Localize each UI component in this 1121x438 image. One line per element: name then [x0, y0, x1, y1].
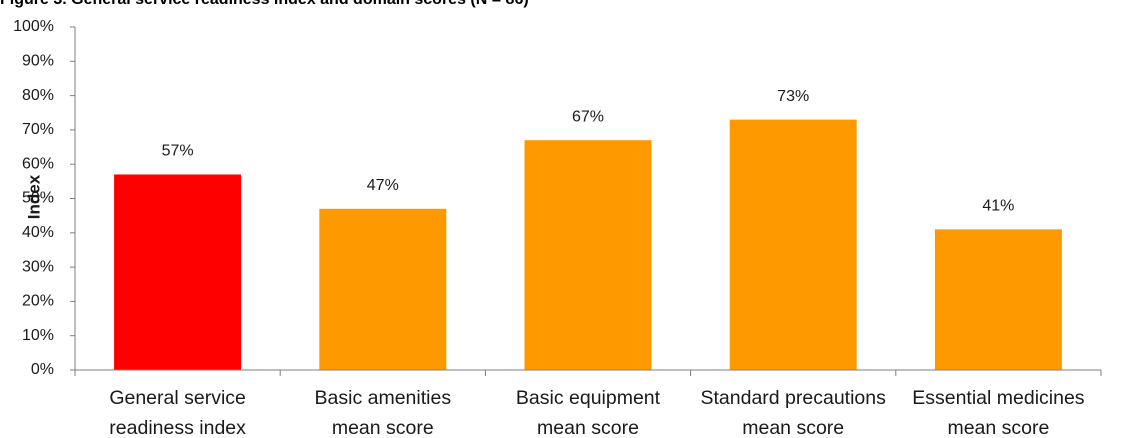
- y-tick-label: 40%: [22, 224, 54, 241]
- bar: [729, 119, 857, 370]
- y-tick-label: 10%: [22, 327, 54, 344]
- bar: [319, 208, 447, 370]
- y-tick-label: 30%: [22, 258, 54, 275]
- x-tick-label: Essential medicines mean score: [912, 387, 1085, 438]
- data-label: 47%: [367, 177, 399, 194]
- axes: [70, 26, 1102, 376]
- chart-title: Figure 3. General service readiness inde…: [0, 0, 529, 9]
- data-labels: 57% 47% 67% 73% 41%: [162, 88, 1015, 215]
- y-tick-label: 60%: [22, 155, 54, 172]
- y-tick-label: 50%: [22, 190, 54, 207]
- data-label: 41%: [982, 198, 1014, 215]
- data-label: 57%: [162, 143, 194, 160]
- bars: [114, 119, 1062, 370]
- y-axis-ticks: 0% 10% 20% 30% 40% 50% 60% 70% 80% 90% 100%: [13, 18, 54, 378]
- y-axis-title: Index: [24, 174, 43, 219]
- y-tick-label: 70%: [22, 121, 54, 138]
- x-tick-label: General service readiness index: [109, 387, 246, 438]
- y-tick-label: 100%: [13, 18, 54, 35]
- y-tick-label: 0%: [31, 361, 54, 378]
- bar: [934, 229, 1062, 370]
- y-tick-label: 90%: [22, 53, 54, 70]
- y-tick-label: 20%: [22, 293, 54, 310]
- bar: [524, 140, 652, 370]
- y-tick-label: 80%: [22, 87, 54, 104]
- bar: [114, 174, 242, 370]
- x-tick-label: Standard precautions mean score: [701, 387, 887, 438]
- x-axis-labels: General service readiness index Basic amen…: [109, 387, 1085, 438]
- data-label: 67%: [572, 108, 604, 125]
- x-tick-label: Basic equipment mean score: [516, 387, 661, 438]
- x-tick-label: Basic amenities mean score: [315, 387, 452, 438]
- data-label: 73%: [777, 88, 809, 105]
